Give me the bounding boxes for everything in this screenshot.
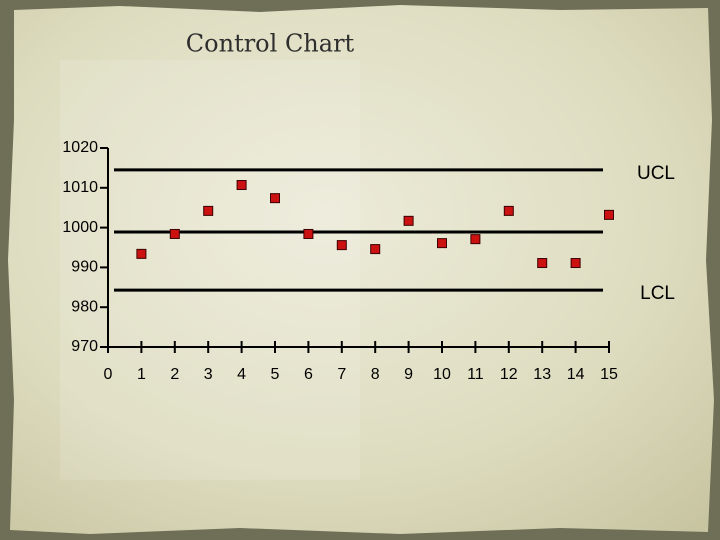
x-tick-label: 6 [304, 366, 313, 383]
control-line-label: LCL [640, 283, 675, 304]
backdrop-shape [60, 60, 360, 480]
point [303, 228, 314, 239]
point [570, 258, 581, 269]
x-tick-label: 5 [271, 366, 280, 383]
point [236, 180, 247, 191]
x-tick-label: 12 [500, 366, 518, 383]
x-tick-label: 3 [204, 366, 213, 383]
x-tick-label: 0 [104, 366, 113, 383]
point [270, 193, 280, 204]
control-line-label: UCL [637, 163, 675, 184]
x-tick-label: 9 [404, 366, 413, 383]
y-tick-label: 1010 [62, 179, 98, 196]
x-tick-label: 14 [567, 366, 585, 383]
x-tick-label: 10 [433, 366, 451, 383]
y-tick-label: 990 [71, 259, 98, 276]
point [604, 209, 614, 220]
point [470, 234, 481, 245]
point [503, 205, 514, 216]
x-tick-label: 2 [170, 366, 179, 383]
point [136, 248, 147, 259]
point [537, 258, 548, 269]
chart-title: Control Chart [186, 30, 355, 58]
x-tick-label: 1 [137, 366, 146, 383]
point [169, 228, 180, 239]
y-tick-label: 980 [71, 298, 98, 315]
x-tick-label: 15 [600, 366, 618, 383]
y-tick-label: 970 [71, 338, 98, 355]
x-tick-label: 13 [533, 366, 551, 383]
point [403, 215, 414, 226]
x-tick-label: 11 [467, 366, 484, 383]
x-tick-label: 7 [337, 366, 346, 383]
point [437, 238, 447, 249]
y-tick-label: 1020 [62, 139, 98, 156]
x-tick-label: 4 [237, 366, 246, 383]
parchment [8, 5, 714, 534]
x-tick-label: 8 [371, 366, 380, 383]
y-tick-label: 1000 [62, 219, 98, 236]
point [203, 205, 214, 216]
point [370, 244, 381, 255]
point [336, 240, 347, 251]
